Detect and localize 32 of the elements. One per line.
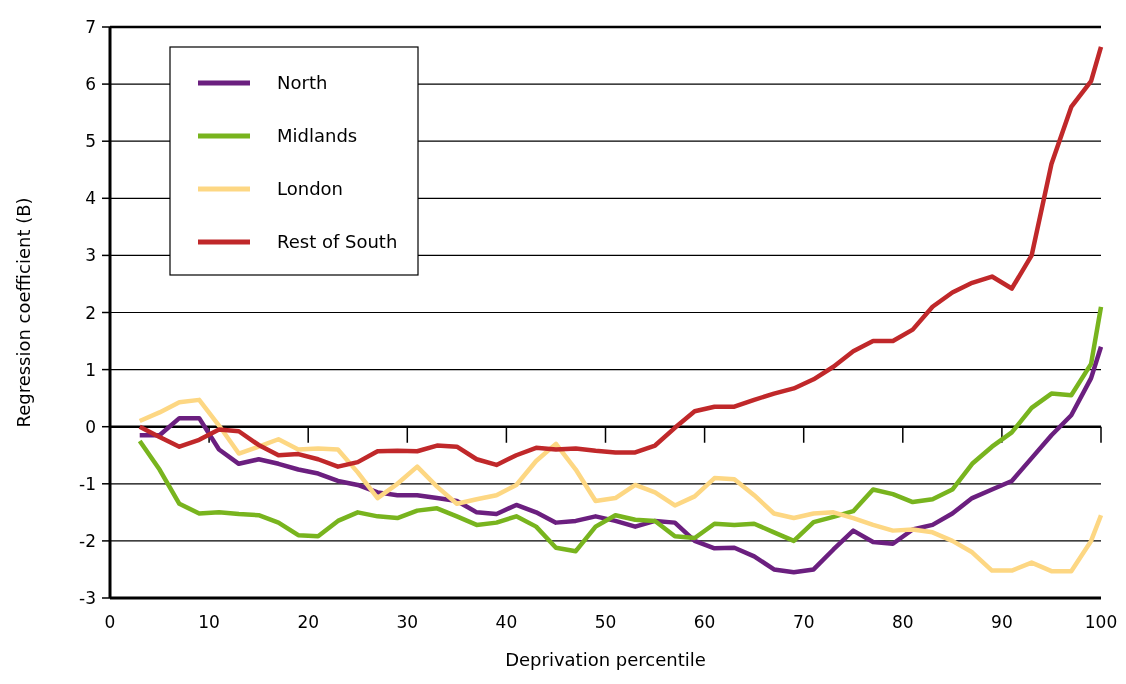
line-series bbox=[137, 304, 1104, 554]
y-tick-label: -2 bbox=[79, 530, 96, 551]
y-tick-label: 1 bbox=[85, 359, 96, 380]
x-tick-label: 60 bbox=[693, 612, 716, 632]
y-tick-label: -1 bbox=[79, 473, 96, 494]
y-axis-title: Regression coefficient (B) bbox=[13, 197, 34, 428]
legend-label: London bbox=[277, 178, 343, 199]
x-tick-label: 20 bbox=[297, 612, 320, 632]
x-axis-title: Deprivation percentile bbox=[505, 649, 706, 670]
y-tick-label: 5 bbox=[85, 131, 96, 152]
y-tick-label: 0 bbox=[85, 416, 96, 437]
y-tick-label: 3 bbox=[85, 245, 96, 266]
x-tick-label: 10 bbox=[198, 612, 220, 632]
line-series bbox=[137, 344, 1104, 575]
line-series bbox=[137, 44, 1104, 469]
line-series bbox=[137, 397, 1104, 574]
x-tick-label: 0 bbox=[104, 612, 116, 632]
x-tick-label: 100 bbox=[1084, 612, 1118, 632]
legend-label: North bbox=[277, 72, 328, 93]
x-tick-label: 70 bbox=[792, 612, 815, 632]
legend-label: Midlands bbox=[277, 125, 358, 146]
legend-label: Rest of South bbox=[277, 231, 398, 252]
x-tick-label: 80 bbox=[891, 612, 914, 632]
x-tick-label: 50 bbox=[594, 612, 617, 632]
x-tick-label: 90 bbox=[991, 612, 1013, 632]
y-tick-label: 4 bbox=[85, 188, 96, 209]
y-tick-label: 7 bbox=[85, 17, 96, 37]
x-tick-label: 40 bbox=[495, 612, 518, 632]
y-tick-label: -3 bbox=[79, 588, 96, 608]
x-tick-label: 30 bbox=[396, 612, 419, 632]
y-tick-label: 6 bbox=[85, 74, 96, 95]
y-tick-label: 2 bbox=[85, 302, 96, 323]
